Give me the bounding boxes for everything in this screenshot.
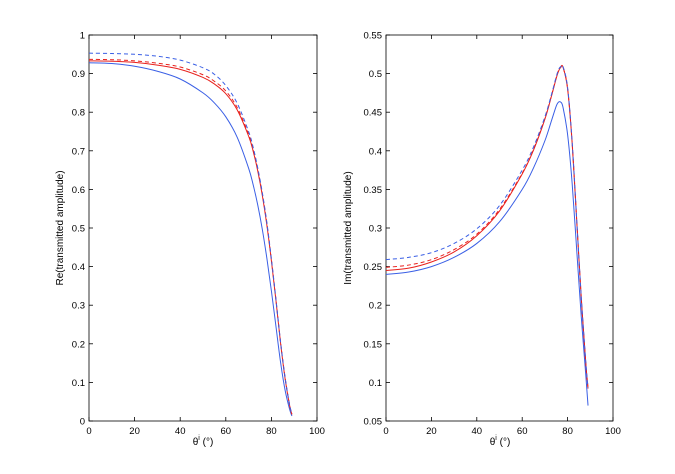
left-x-tick-label: 0	[86, 426, 91, 437]
left-x-axis-label: θi (°)	[193, 435, 214, 448]
left-y-tick-label: 0.2	[72, 339, 85, 350]
right-y-tick-label: 0.4	[369, 146, 382, 157]
left-x-tick-label: 60	[221, 426, 232, 437]
left-series-blue-solid-line	[88, 62, 293, 417]
right-x-tick-label: 40	[472, 426, 483, 437]
left-x-tick-label: 20	[129, 426, 140, 437]
right-x-tick-label: 100	[605, 426, 621, 437]
left-y-tick-label: 0.7	[72, 146, 85, 157]
left-y-tick-label: 1	[80, 31, 85, 42]
right-x-tick-label: 60	[517, 426, 528, 437]
right-chart-panel: 0 20 40 60 80 100 0.05 0.1 0.15 0.2 0.25 0.3 0.35 0.4…	[343, 31, 621, 449]
left-series-group	[88, 52, 293, 417]
left-y-axis-label: Re(transmitted amplitude)	[55, 170, 66, 285]
right-series-group	[385, 64, 589, 406]
right-y-tick-label: 0.2	[369, 301, 382, 312]
left-x-tick-label: 80	[266, 426, 277, 437]
left-series-blue-dashed-line	[88, 52, 293, 415]
right-x-tick-label: 80	[562, 426, 573, 437]
left-x-tick-label: 40	[175, 426, 186, 437]
left-y-tick-label: 0.8	[72, 108, 85, 119]
right-y-tick-label: 0.55	[364, 31, 383, 42]
right-y-tick-label: 0.1	[369, 378, 382, 389]
left-y-tick-label: 0.3	[72, 301, 85, 312]
right-x-tick-label: 0	[383, 426, 388, 437]
right-y-tick-label: 0.3	[369, 224, 382, 235]
right-x-tick-label: 20	[426, 426, 437, 437]
left-y-tick-label: 0.6	[72, 185, 85, 196]
right-y-tick-label: 0.35	[364, 185, 383, 196]
left-y-tick-label: 0.5	[72, 224, 85, 235]
right-y-tick-label: 0.25	[364, 262, 383, 273]
right-axis-ticks: 0 20 40 60 80 100 0.05 0.1 0.15 0.2 0.25 0.3 0.35 0.4…	[364, 31, 621, 438]
right-y-tick-label: 0.5	[369, 69, 382, 80]
right-y-tick-label: 0.05	[364, 417, 383, 428]
left-y-tick-label: 0	[80, 417, 85, 428]
right-series-blue-dashed-line	[385, 64, 589, 388]
left-y-tick-label: 0.9	[72, 69, 85, 80]
right-x-axis-label: θi (°)	[490, 435, 511, 448]
left-chart-panel: 0 20 40 60 80 100 0 0.1 0.2 0.3 0.4 0.5 0.6 0.7 0.8 0.9…	[55, 31, 325, 449]
right-y-tick-label: 0.45	[364, 108, 383, 119]
right-y-axis-label: Im(transmitted amplitude)	[343, 171, 354, 284]
left-axis-ticks: 0 20 40 60 80 100 0 0.1 0.2 0.3 0.4 0.5 0.6 0.7 0.8 0.9…	[72, 31, 325, 438]
left-y-tick-label: 0.1	[72, 378, 85, 389]
right-series-blue-solid-line	[385, 101, 589, 406]
left-y-tick-label: 0.4	[72, 262, 85, 273]
right-y-tick-label: 0.15	[364, 339, 383, 350]
left-x-tick-label: 100	[309, 426, 325, 437]
